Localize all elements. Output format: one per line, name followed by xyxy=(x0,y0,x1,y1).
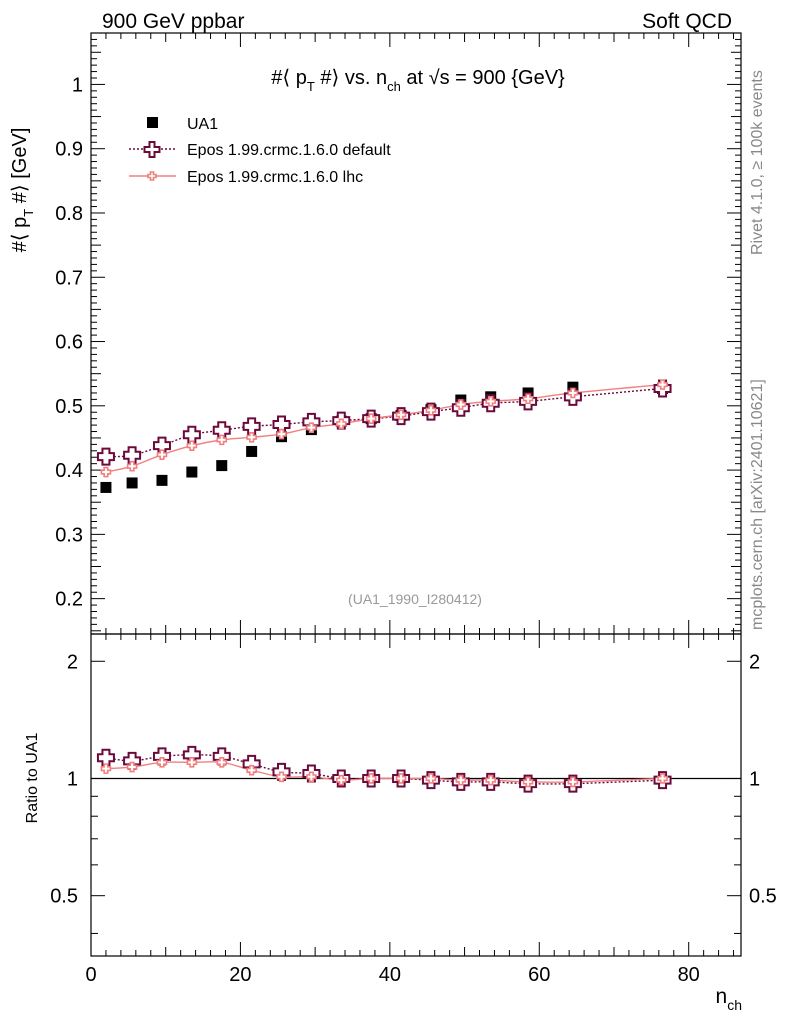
epos-lhc-point xyxy=(306,422,317,433)
x-tick-label: 20 xyxy=(229,964,251,986)
analysis-id-watermark: (UA1_1990_I280412) xyxy=(348,591,482,607)
epos-default-point xyxy=(242,417,261,436)
ratio-epos-lhc-point xyxy=(126,761,138,773)
epos-lhc-point xyxy=(365,413,377,424)
x-tick-label: 80 xyxy=(678,964,700,986)
epos-lhc-point xyxy=(156,449,168,460)
epos-lhc-point xyxy=(126,460,138,472)
legend-label-epos-default: Epos 1.99.crmc.1.6.0 default xyxy=(187,142,391,159)
ratio-y-tick-label: 2 xyxy=(67,651,78,673)
epos-lhc-point xyxy=(395,409,407,421)
ua1-data-point xyxy=(246,445,258,457)
x-axis-ticks: 0 20 40 60 80 xyxy=(85,33,735,986)
epos-lhc-point xyxy=(100,466,112,478)
epos-default-point xyxy=(96,447,115,466)
main-y-tick-label: 0.6 xyxy=(55,332,83,354)
epos-lhc-point xyxy=(567,387,579,399)
x-tick-label: 60 xyxy=(528,964,550,986)
epos-lhc-point xyxy=(485,396,497,407)
legend: UA1 Epos 1.99.crmc.1.6.0 default Epos 1.… xyxy=(129,116,391,186)
legend-marker-epos-lhc xyxy=(147,171,157,181)
main-y-tick-label: 1 xyxy=(72,74,83,96)
ratio-epos-lhc-point xyxy=(156,757,168,768)
x-tick-label: 0 xyxy=(85,964,96,986)
ratio-epos-lhc-point xyxy=(276,771,287,783)
main-series-layer xyxy=(96,379,672,493)
ratio-y-tick-label: 1 xyxy=(67,768,78,790)
ratio-panel-frame xyxy=(90,633,742,957)
main-y-tick-label: 0.9 xyxy=(55,139,83,161)
legend-label-ua1: UA1 xyxy=(187,116,218,133)
epos-lhc-point xyxy=(276,428,287,440)
ratio-epos-lhc-point xyxy=(186,757,198,768)
ratio-series-layer xyxy=(96,745,672,793)
ratio-epos-lhc-point xyxy=(100,763,112,774)
ua1-data-point xyxy=(156,474,168,486)
main-y-tick-label: 0.2 xyxy=(55,589,83,611)
ratio-epos-lhc-point xyxy=(567,776,579,788)
epos-lhc-point xyxy=(425,405,437,416)
epos-lhc-point xyxy=(657,379,668,390)
ratio-epos-default-point xyxy=(96,748,115,767)
ratio-epos-lhc-point xyxy=(246,764,257,776)
epos-default-point xyxy=(123,446,142,465)
legend-label-epos-lhc: Epos 1.99.crmc.1.6.0 lhc xyxy=(187,169,363,186)
ua1-data-point xyxy=(100,481,112,493)
ratio-y-axis-label: Ratio to UA1 xyxy=(24,733,41,824)
main-y-tick-label: 0.7 xyxy=(55,267,83,289)
ratio-epos-lhc-point xyxy=(306,771,317,783)
ratio-epos-default-line xyxy=(105,754,663,785)
epos-lhc-point xyxy=(335,418,347,430)
ratio-epos-lhc-point xyxy=(455,774,467,786)
x-tick-label: 40 xyxy=(379,964,401,986)
epos-lhc-point xyxy=(216,434,228,446)
epos-default-point xyxy=(182,425,201,444)
ratio-epos-lhc-point xyxy=(485,774,497,786)
main-y-tick-label: 0.5 xyxy=(55,396,83,418)
main-y-tick-label: 0.4 xyxy=(55,460,83,482)
epos-lhc-point xyxy=(455,399,467,410)
main-y-tick-label: 0.8 xyxy=(55,203,83,225)
epos-lhc-point xyxy=(522,393,534,405)
ua1-data-point xyxy=(567,381,579,393)
ratio-epos-lhc-point xyxy=(335,774,347,786)
epos-lhc-point xyxy=(186,440,198,451)
ratio-epos-lhc-point xyxy=(365,773,377,784)
header-right-label: Soft QCD xyxy=(642,10,732,33)
ratio-y-tick-label-right: 0.5 xyxy=(749,886,777,908)
main-plot-title: #⟨ pT #⟩ vs. nch at √s = 900 {GeV} xyxy=(271,67,565,94)
rivet-version-label: Rivet 4.1.0, ≥ 100k events xyxy=(749,70,766,255)
legend-marker-ua1 xyxy=(147,117,158,128)
ratio-epos-lhc-point xyxy=(522,776,534,788)
x-axis-label: nch xyxy=(716,985,742,1013)
ratio-y-tick-label-right: 1 xyxy=(749,768,760,790)
ratio-epos-lhc-point xyxy=(216,757,228,768)
ua1-data-point xyxy=(126,477,138,489)
header-left-label: 900 GeV ppbar xyxy=(102,10,244,33)
ratio-epos-lhc-point xyxy=(657,773,668,784)
main-y-axis-label: #⟨ pT #⟩ [GeV] xyxy=(9,128,36,253)
mcplots-source-label: mcplots.cern.ch [arXiv:2401.10621] xyxy=(749,379,766,630)
main-y-tick-label: 0.3 xyxy=(55,524,83,546)
ratio-axis-ticks: 0.5 0.5 1 1 2 2 xyxy=(50,651,777,934)
ratio-y-tick-label: 0.5 xyxy=(50,886,78,908)
ua1-data-point xyxy=(186,466,198,478)
ratio-epos-lhc-point xyxy=(425,773,437,784)
ua1-data-point xyxy=(216,460,228,472)
ratio-epos-lhc-point xyxy=(395,773,407,784)
legend-marker-epos-default xyxy=(143,141,161,158)
main-y-axis-ticks: 0.2 0.3 0.4 0.5 0.6 0.7 0.8 0.9 1 xyxy=(55,32,741,632)
ratio-y-tick-label-right: 2 xyxy=(749,651,760,673)
epos-lhc-point xyxy=(246,432,257,443)
